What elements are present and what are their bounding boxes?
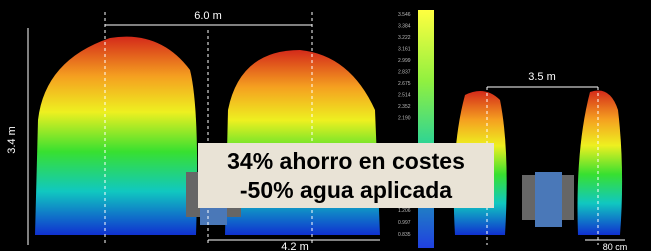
lidar-image: 6.0 m 3.4 m 4.2 m 3.5 m 80 cm 3.546 3.384… <box>0 0 651 251</box>
screenshot: 6.0 m 3.4 m 4.2 m 3.5 m 80 cm 3.546 3.384… <box>0 0 651 251</box>
colorbar-label: 2.190 <box>398 116 411 122</box>
colorbar-label: 3.546 <box>398 12 411 18</box>
dimension-label: 6.0 m <box>194 10 222 22</box>
colorbar-label: 3.222 <box>398 35 411 41</box>
dimension-label: 3.5 m <box>528 71 556 83</box>
tree-cloud <box>578 90 623 235</box>
dimension-label: 3.4 m <box>6 126 18 154</box>
colorbar-label: 2.675 <box>398 81 411 87</box>
colorbar-label: 1.206 <box>398 208 411 214</box>
tractor <box>522 172 574 227</box>
caption-line: 34% ahorro en costes <box>227 147 465 176</box>
dimension-label: 4.2 m <box>281 241 309 251</box>
colorbar-label: 2.352 <box>398 104 411 110</box>
color-bar <box>418 10 434 248</box>
caption-box: 34% ahorro en costes -50% agua aplicada <box>198 143 494 208</box>
colorbar-label: 2.999 <box>398 58 411 64</box>
dimension-label: 80 cm <box>603 242 628 251</box>
colorbar-label: 2.514 <box>398 93 411 99</box>
colorbar-label: 0.835 <box>398 232 411 238</box>
colorbar-label: 3.384 <box>398 24 411 30</box>
colorbar-label: 0.997 <box>398 220 411 226</box>
caption-line: -50% agua aplicada <box>240 176 452 205</box>
colorbar-label: 2.837 <box>398 70 411 76</box>
tree-cloud <box>35 37 197 235</box>
colorbar-label: 3.161 <box>398 47 411 53</box>
